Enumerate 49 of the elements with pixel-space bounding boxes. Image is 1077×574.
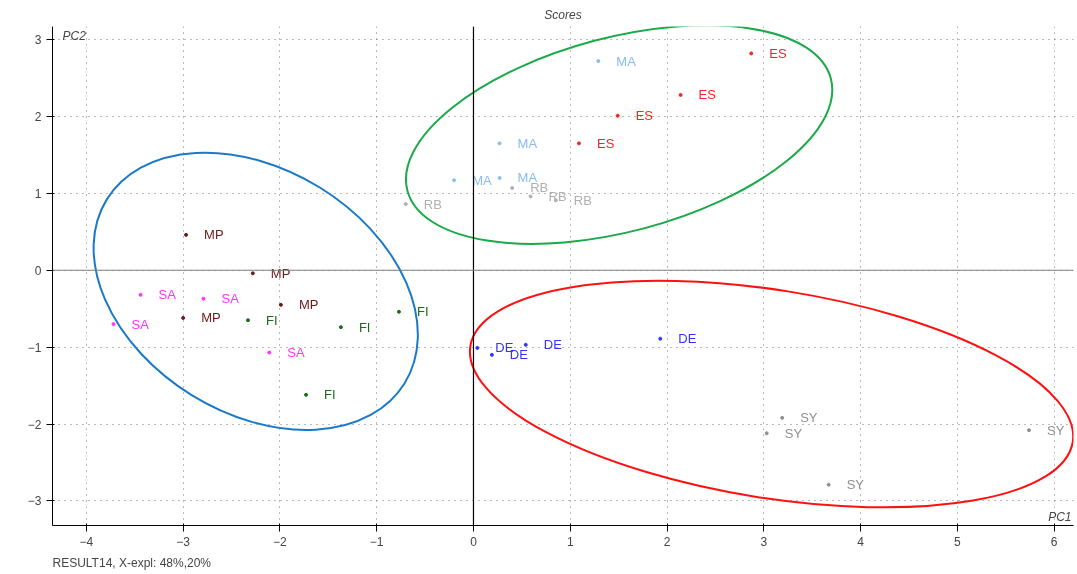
text: MP <box>298 297 319 313</box>
series-label: ES <box>769 45 787 61</box>
text: FI <box>358 319 371 335</box>
x-tick-label: −2 <box>273 534 288 549</box>
text: FI <box>416 304 429 320</box>
x-tick-label: 6 <box>1050 534 1058 549</box>
y-tick-label: 2 <box>34 109 42 124</box>
series-label: FI <box>265 312 278 328</box>
x-tick-label: −4 <box>79 534 94 549</box>
x-tick-label: 5 <box>954 534 962 549</box>
text: SY <box>800 410 818 426</box>
text: FI <box>324 387 336 403</box>
y-axis-title: PC2 <box>62 28 87 43</box>
x-tick-label: 0 <box>470 534 478 549</box>
y-tick-label: −1 <box>27 340 42 355</box>
text: RESULT14, X-expl: 48%,20% <box>52 555 212 570</box>
series-label: MP <box>270 265 291 281</box>
x-tick-label: 4 <box>857 534 865 549</box>
text: ES <box>596 135 615 151</box>
x-axis-title: PC1 <box>1048 509 1072 524</box>
text: MP <box>204 227 224 243</box>
text: SA <box>131 316 149 332</box>
text: DE <box>678 331 697 347</box>
chart-title: Scores <box>544 7 582 22</box>
text: ES <box>635 108 654 124</box>
text: MA <box>517 135 538 151</box>
text: SA <box>287 345 305 360</box>
x-tick-label: 2 <box>663 534 671 549</box>
x-tick-label: −1 <box>369 534 384 549</box>
text: SA <box>221 291 239 307</box>
text: RB <box>423 196 442 212</box>
text: SY <box>846 477 864 493</box>
y-tick-label: −3 <box>27 494 42 509</box>
y-tick-label: 0 <box>34 263 42 278</box>
y-tick-label: 3 <box>34 33 42 48</box>
text: SY <box>1046 422 1065 438</box>
text: MA <box>616 53 636 69</box>
x-tick-label: −3 <box>176 534 191 549</box>
text: RB <box>573 192 592 208</box>
series-label: SA <box>158 287 177 303</box>
text: MP <box>201 310 221 326</box>
y-tick-label: 1 <box>34 186 42 201</box>
text: DE <box>543 337 562 353</box>
y-tick-label: −2 <box>27 417 42 432</box>
text: RB <box>548 188 567 204</box>
text: ES <box>698 87 716 103</box>
x-tick-label: 1 <box>566 534 574 549</box>
series-label: SY <box>784 425 803 441</box>
x-tick-label: 3 <box>760 534 768 549</box>
